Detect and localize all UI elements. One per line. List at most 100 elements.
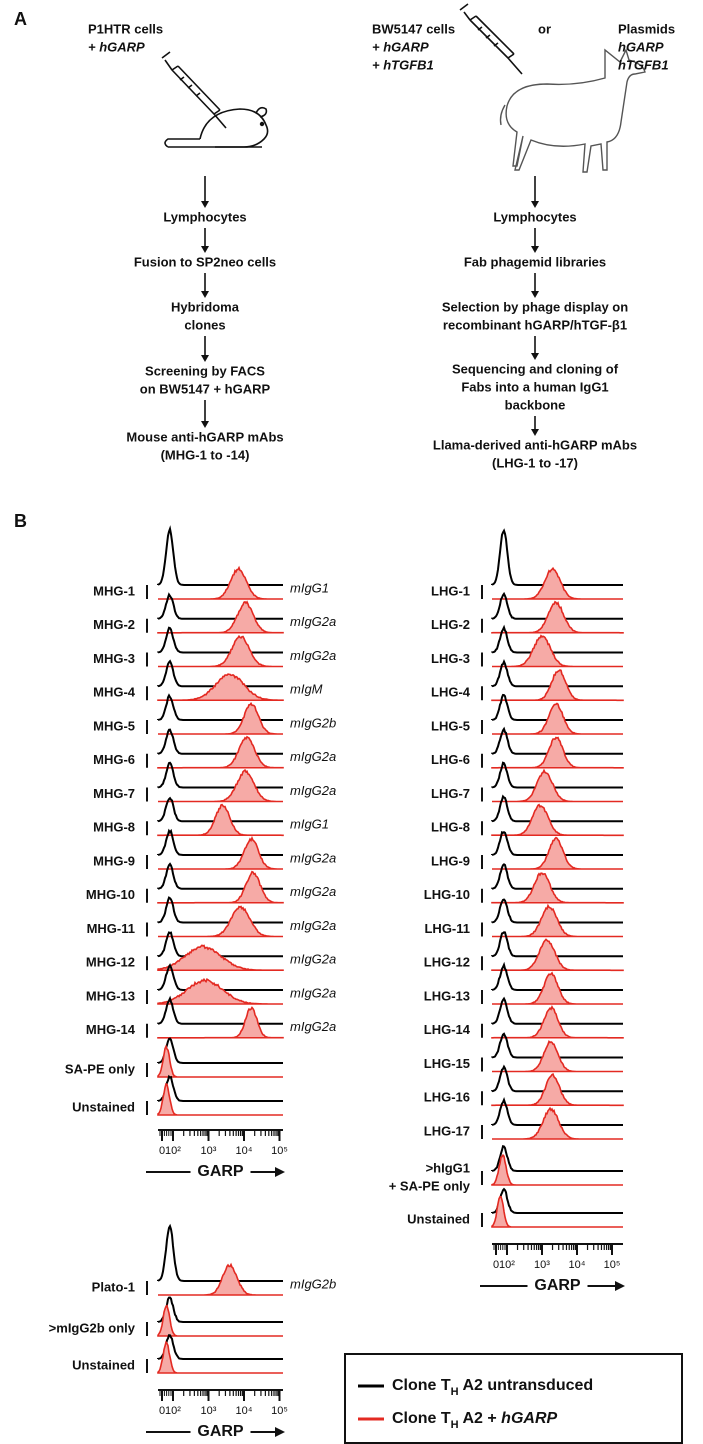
row-label: LHG-6 [431,752,470,767]
garp-histogram [157,600,284,634]
isotype-label: mIgG2a [290,952,336,967]
garp-histogram [158,835,283,870]
isotype-label: mIgG2b [290,1276,336,1291]
garp-histogram [491,1072,624,1107]
or-text: or [538,21,551,36]
arrow-head [531,246,539,253]
axis-label: GARP [534,1277,581,1294]
immunogen-text: + hGARP [88,39,145,54]
axis-label: GARP [197,1423,244,1440]
garp-histogram [157,1044,283,1078]
garp-histogram [157,1340,283,1374]
arrow-head [531,201,539,208]
step-text: Lymphocytes [493,209,576,224]
legend-text-part: hGARP [501,1410,557,1427]
row-label: LHG-10 [424,887,470,902]
untransduced-histogram [491,1187,623,1214]
row-label: MHG-9 [93,853,135,868]
garp-histogram [492,1040,623,1073]
garp-histogram [491,872,624,904]
axis-arrow-head [275,1167,285,1177]
isotype-label: mIgG2a [290,749,336,764]
untransduced-histogram [157,525,283,586]
garp-histogram [492,768,623,803]
garp-histogram [491,669,624,702]
row-label: LHG-15 [424,1056,470,1071]
garp-histogram [491,736,624,769]
garp-histogram [157,1082,283,1116]
step-text: Lymphocytes [163,209,246,224]
garp-histogram [491,1195,623,1228]
step-text: Fusion to SP2neo cells [134,254,276,269]
row-label: LHG-16 [424,1090,470,1105]
arrow-head [201,421,209,428]
untransduced-histogram [157,896,283,924]
row-label: LHG-2 [431,617,470,632]
step-text: (MHG-1 to -14) [161,447,250,462]
row-label: Unstained [72,1099,135,1114]
tick-label: 0 [159,1145,165,1157]
garp-histogram [158,1262,283,1296]
garp-histogram [492,1106,623,1140]
untransduced-histogram [157,693,283,721]
tick-label: 0 [493,1259,499,1271]
step-text: Fab phagemid libraries [464,254,606,269]
tick-label: 10² [165,1145,181,1157]
row-label: LHG-7 [431,786,470,801]
tick-label: 10² [499,1259,515,1271]
garp-histogram [491,938,624,972]
row-label: LHG-13 [424,988,470,1003]
step-text: recombinant hGARP/hTGF-β1 [443,317,627,332]
row-label: Plato-1 [92,1279,135,1294]
garp-histogram [158,701,283,735]
isotype-label: mIgG2a [290,783,336,798]
immunogen-text: hGARP [618,39,664,54]
tick-label: 10⁵ [604,1259,621,1271]
isotype-label: mIgG2a [290,884,336,899]
row-label: LHG-11 [424,921,470,936]
isotype-label: mIgG2a [290,850,336,865]
legend-text-part: A2 untransduced [459,1377,594,1394]
garp-histogram [491,1153,623,1186]
arrow-head [201,201,209,208]
tick-label: 10³ [534,1259,550,1271]
garp-histogram [158,905,283,938]
isotype-label: mIgG2b [290,715,336,730]
mouse-drawing [161,51,269,148]
untransduced-histogram [157,728,283,755]
tick-label: 10³ [201,1145,217,1157]
immunogen-text: BW5147 cells [372,21,455,36]
axis-arrow-head [615,1281,625,1291]
row-label: MHG-7 [93,786,135,801]
untransduced-histogram [157,1223,283,1282]
row-label: Unstained [407,1211,470,1226]
garp-histogram [491,803,624,837]
row-label: MHG-13 [86,988,135,1003]
garp-histogram [158,634,283,668]
row-label: LHG-8 [431,820,470,835]
isotype-label: mIgG2a [290,1019,336,1034]
garp-histogram [157,977,283,1005]
garp-histogram [158,565,283,600]
tick-label: 10⁵ [271,1405,288,1417]
row-label: MHG-1 [93,583,135,598]
garp-histogram [157,735,284,769]
garp-histogram [492,702,623,735]
tick-label: 10⁴ [236,1145,253,1157]
row-label: Unstained [72,1357,135,1372]
arrow-head [531,353,539,360]
step-text: Mouse anti-hGARP mAbs [126,429,283,444]
garp-histogram [491,1004,624,1039]
row-label: MHG-14 [86,1022,136,1037]
row-label: MHG-5 [93,718,135,733]
garp-histogram [157,673,284,702]
tick-label: 10³ [201,1405,217,1417]
tick-label: 10⁴ [569,1259,586,1271]
row-label: LHG-3 [431,651,470,666]
step-text: Selection by phage display on [442,299,628,314]
garp-histogram [492,971,623,1005]
arrow-head [201,291,209,298]
untransduced-histogram [157,1334,283,1360]
arrow-head [201,355,209,362]
